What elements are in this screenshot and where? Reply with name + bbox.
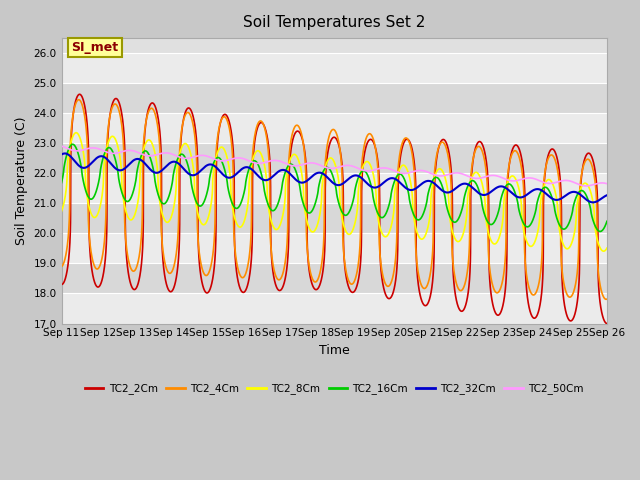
TC2_50Cm [58,143,65,149]
TC2_2Cm [243,285,251,290]
TC2_16Cm [573,192,581,198]
Line: TC2_2Cm: TC2_2Cm [61,94,607,324]
Bar [61,233,607,264]
TC2_16Cm [243,173,251,179]
TC2_4Cm [456,288,464,293]
TC2_32Cm [580,195,588,201]
TC2_16Cm [316,179,324,185]
Bar [61,113,607,143]
TC2_32Cm [456,182,464,188]
TC2_8Cm [456,237,464,243]
TC2_2Cm [58,282,65,288]
TC2_50Cm [603,181,611,187]
TC2_8Cm [573,200,581,205]
Bar [61,83,607,113]
TC2_50Cm [573,181,581,187]
TC2_50Cm [472,176,479,181]
Y-axis label: Soil Temperature (C): Soil Temperature (C) [15,117,28,245]
Bar [61,293,607,324]
TC2_4Cm [573,269,581,275]
TC2_50Cm [456,170,464,176]
TC2_32Cm [58,152,65,157]
TC2_32Cm [589,200,597,205]
TC2_32Cm [573,190,581,195]
TC2_4Cm [316,271,324,277]
TC2_16Cm [456,212,464,217]
Line: TC2_4Cm: TC2_4Cm [61,100,607,300]
Bar [61,143,607,173]
TC2_16Cm [596,228,604,234]
TC2_16Cm [603,218,611,224]
Bar [61,264,607,293]
TC2_4Cm [602,297,610,302]
TC2_4Cm [603,296,611,302]
TC2_32Cm [61,151,68,156]
TC2_8Cm [243,207,251,213]
TC2_50Cm [316,162,323,168]
TC2_2Cm [472,144,479,150]
Title: Soil Temperatures Set 2: Soil Temperatures Set 2 [243,15,426,30]
Line: TC2_8Cm: TC2_8Cm [61,132,607,251]
TC2_16Cm [472,180,479,186]
Line: TC2_50Cm: TC2_50Cm [61,146,607,186]
TC2_4Cm [243,267,251,273]
TC2_4Cm [580,161,588,167]
Line: TC2_32Cm: TC2_32Cm [61,154,607,203]
TC2_50Cm [580,183,588,189]
TC2_50Cm [582,183,590,189]
TC2_2Cm [573,299,581,304]
X-axis label: Time: Time [319,344,349,357]
TC2_8Cm [72,130,80,135]
TC2_32Cm [603,192,611,198]
TC2_8Cm [603,245,611,251]
TC2_2Cm [456,308,464,313]
TC2_2Cm [76,91,83,97]
TC2_32Cm [243,164,251,170]
TC2_8Cm [580,180,588,186]
TC2_16Cm [58,180,65,186]
Bar [61,173,607,204]
TC2_16Cm [580,189,588,195]
TC2_2Cm [580,158,588,164]
TC2_8Cm [600,248,607,254]
Legend: TC2_2Cm, TC2_4Cm, TC2_8Cm, TC2_16Cm, TC2_32Cm, TC2_50Cm: TC2_2Cm, TC2_4Cm, TC2_8Cm, TC2_16Cm, TC2… [81,379,588,398]
TC2_8Cm [316,212,324,218]
TC2_2Cm [316,282,324,288]
TC2_32Cm [472,188,479,193]
Bar [61,53,607,83]
TC2_16Cm [68,142,76,147]
TC2_32Cm [316,170,324,176]
Bar [61,204,607,233]
TC2_8Cm [472,169,479,175]
TC2_8Cm [58,208,65,214]
Line: TC2_16Cm: TC2_16Cm [61,144,607,231]
TC2_50Cm [243,157,251,163]
TC2_4Cm [58,264,65,269]
TC2_4Cm [75,97,83,103]
Text: SI_met: SI_met [71,41,118,54]
TC2_2Cm [603,321,611,326]
TC2_4Cm [472,147,479,153]
